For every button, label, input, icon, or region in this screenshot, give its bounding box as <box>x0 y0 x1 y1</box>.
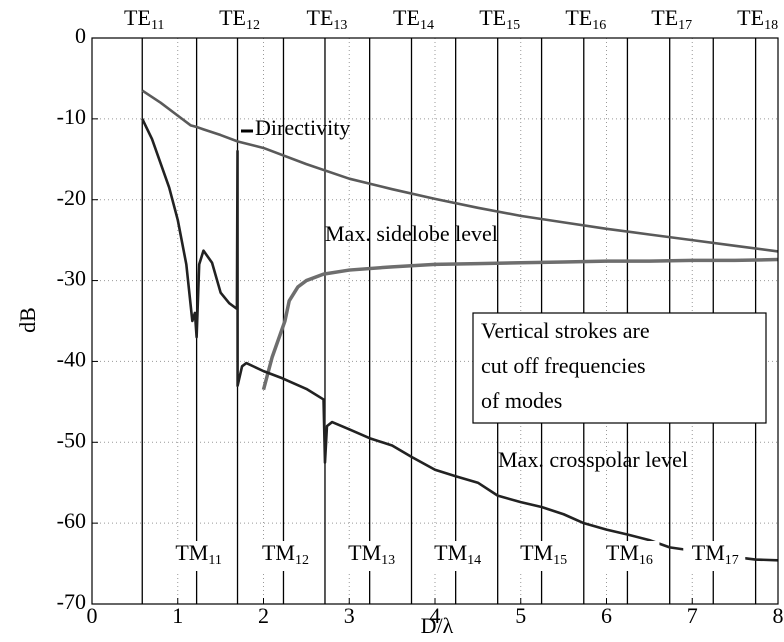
x-tick-label: 4 <box>430 603 441 628</box>
mode-label: TE11 <box>124 5 164 33</box>
mode-name: TM <box>262 540 295 565</box>
y-axis-label: dB <box>15 307 40 333</box>
mode-label: TM16 <box>606 540 653 568</box>
mode-index: 14 <box>420 18 434 33</box>
note-text: cut off frequencies <box>481 353 646 378</box>
mode-label: TM13 <box>348 540 395 568</box>
y-tick-label: -10 <box>57 104 86 129</box>
mode-index: 16 <box>592 18 606 33</box>
mode-name: TM <box>175 540 208 565</box>
mode-name: TE <box>737 5 764 30</box>
mode-name: TE <box>393 5 420 30</box>
mode-name: TE <box>219 5 246 30</box>
mode-label: TE17 <box>651 5 692 33</box>
mode-name: TE <box>479 5 506 30</box>
mode-label: TE12 <box>219 5 260 33</box>
mode-name: TM <box>606 540 639 565</box>
label-bg <box>425 541 488 571</box>
mode-index: 15 <box>506 18 520 33</box>
y-tick-label: -40 <box>57 346 86 371</box>
mode-index: 13 <box>333 18 347 33</box>
mode-label: TM17 <box>692 540 739 568</box>
mode-label: TE16 <box>565 5 606 33</box>
mode-index: 18 <box>764 18 778 33</box>
x-tick-label: 1 <box>172 603 183 628</box>
y-tick-label: -70 <box>57 589 86 614</box>
data-line <box>141 89 779 253</box>
mode-index: 13 <box>381 553 395 568</box>
x-tick-label: 5 <box>515 603 526 628</box>
mode-index: 15 <box>553 553 567 568</box>
mode-name: TM <box>520 540 553 565</box>
annotation: Directivity <box>255 115 350 140</box>
annotation: Max. crosspolar level <box>498 447 688 472</box>
mode-index: 17 <box>678 18 692 33</box>
mode-index: 16 <box>639 553 653 568</box>
mode-name: TE <box>307 5 334 30</box>
x-tick-label: 7 <box>687 603 698 628</box>
mode-index: 11 <box>208 553 221 568</box>
y-tick-label: -30 <box>57 266 86 291</box>
mode-index: 11 <box>151 18 164 33</box>
mode-index: 12 <box>246 18 260 33</box>
y-tick-label: 0 <box>75 23 86 48</box>
mode-name: TE <box>124 5 151 30</box>
label-bg <box>597 541 660 571</box>
mode-name: TM <box>434 540 467 565</box>
label-bg <box>339 541 402 571</box>
label-bg <box>166 541 229 571</box>
mode-name: TM <box>348 540 381 565</box>
label-bg <box>253 541 316 571</box>
mode-label: TE18 <box>737 5 778 33</box>
x-axis-label: D/λ <box>421 613 454 638</box>
data-line <box>261 257 779 391</box>
mode-name: TE <box>565 5 592 30</box>
mode-name: TM <box>692 540 725 565</box>
x-tick-label: 6 <box>601 603 612 628</box>
note-text: of modes <box>481 388 562 413</box>
y-tick-label: -50 <box>57 427 86 452</box>
label-bg <box>511 541 574 571</box>
mode-index: 17 <box>725 553 739 568</box>
x-tick-label: 2 <box>258 603 269 628</box>
mode-label: TM11 <box>175 540 221 568</box>
mode-label: TE13 <box>307 5 348 33</box>
mode-name: TE <box>651 5 678 30</box>
mode-label: TE15 <box>479 5 520 33</box>
y-tick-label: -20 <box>57 185 86 210</box>
mode-label: TM12 <box>262 540 309 568</box>
note-text: Vertical strokes are <box>481 318 650 343</box>
x-tick-label: 3 <box>344 603 355 628</box>
note-box <box>472 312 767 424</box>
data-line <box>141 118 779 562</box>
annotation: Max. sidelobe level <box>325 221 498 246</box>
x-tick-label: 8 <box>773 603 784 628</box>
mode-index: 14 <box>467 553 481 568</box>
x-tick-label: 0 <box>87 603 98 628</box>
mode-index: 12 <box>295 553 309 568</box>
mode-label: TM14 <box>434 540 481 568</box>
y-tick-label: -60 <box>57 508 86 533</box>
mode-label: TE14 <box>393 5 434 33</box>
label-bg <box>683 541 746 571</box>
mode-label: TM15 <box>520 540 567 568</box>
